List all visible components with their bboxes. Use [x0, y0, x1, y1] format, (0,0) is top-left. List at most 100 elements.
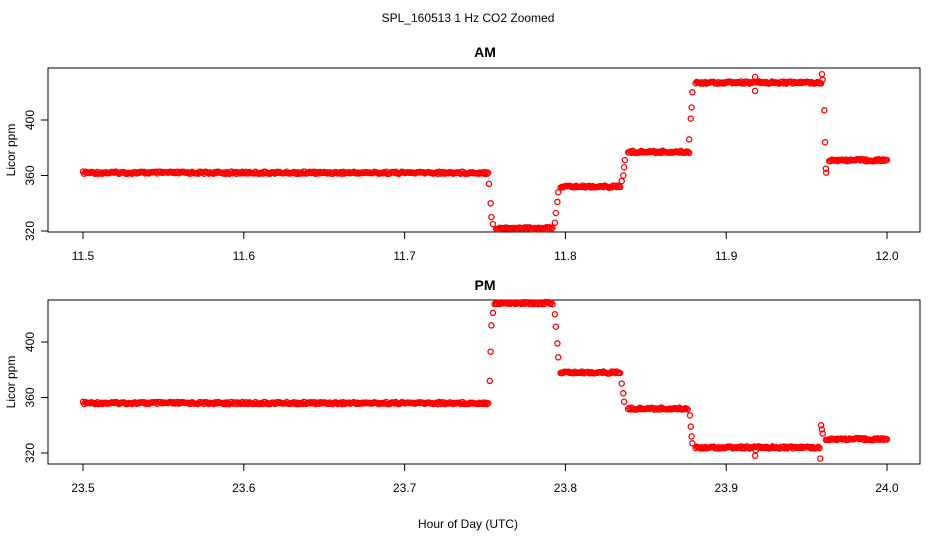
data-point — [484, 169, 492, 177]
x-tick-label: 11.9 — [715, 249, 738, 263]
y-tick-label: 320 — [23, 221, 37, 241]
data-point — [554, 354, 562, 361]
x-axis-pm: 23.5 23.6 23.7 23.8 23.9 24.0 — [71, 464, 899, 495]
data-point — [552, 323, 560, 330]
data-point — [616, 369, 624, 377]
data-point — [546, 224, 554, 231]
data-point — [489, 220, 497, 228]
data-point — [821, 138, 829, 146]
x-tick-label: 12.0 — [875, 249, 899, 263]
panel-am: AM Licor ppm 11.5 11.6 11.7 11.8 11.9 12.0 32… — [4, 44, 921, 263]
data-point — [546, 300, 554, 308]
y-axis-am: 320 360 400 — [23, 110, 48, 241]
data-points-pm — [79, 298, 891, 462]
x-tick-label: 24.0 — [875, 481, 899, 495]
data-point — [817, 422, 825, 429]
panel-title-am: AM — [474, 44, 496, 60]
data-point — [817, 80, 825, 87]
figure-title: SPL_160513 1 Hz CO2 Zoomed — [382, 11, 555, 25]
data-point — [484, 399, 492, 407]
data-point — [684, 148, 692, 156]
plot-box-am — [47, 67, 921, 233]
data-point — [752, 446, 760, 454]
data-point — [822, 165, 830, 172]
y-axis-pm: 320 360 400 — [23, 332, 48, 463]
x-tick-label: 23.8 — [554, 481, 578, 495]
data-point — [620, 398, 628, 405]
data-point — [819, 430, 826, 437]
data-point — [689, 440, 696, 447]
data-point — [817, 455, 824, 462]
data-point — [483, 170, 491, 178]
x-tick-label: 11.8 — [554, 249, 577, 263]
data-point — [549, 224, 556, 232]
data-point — [618, 177, 625, 185]
data-point — [751, 73, 759, 81]
data-point — [822, 169, 830, 176]
data-point — [816, 444, 823, 452]
data-point — [818, 426, 826, 433]
data-point — [689, 89, 696, 96]
y-tick-label: 320 — [23, 443, 37, 463]
x-tick-label: 11.6 — [233, 249, 256, 263]
data-point — [883, 436, 891, 443]
data-point — [616, 183, 624, 191]
data-point — [751, 452, 759, 460]
data-point — [481, 400, 488, 408]
x-tick-label: 23.9 — [715, 481, 739, 495]
data-point — [613, 183, 620, 191]
plot-frame-pm — [47, 299, 921, 465]
data-point — [549, 300, 556, 308]
data-point — [684, 406, 691, 413]
data-point — [554, 340, 561, 347]
data-point — [554, 198, 561, 206]
x-tick-label: 23.7 — [393, 481, 417, 495]
data-point — [686, 412, 694, 419]
x-axis-am: 11.5 11.6 11.7 11.8 11.9 12.0 — [72, 232, 899, 263]
data-point — [551, 311, 559, 318]
data-point — [685, 149, 693, 157]
y-axis-label-am: Licor ppm — [4, 124, 18, 177]
data-point — [551, 219, 559, 226]
y-axis-label-pm: Licor ppm — [4, 356, 18, 409]
plot-frame-am — [47, 67, 921, 233]
data-point — [685, 136, 693, 143]
data-point — [688, 104, 695, 111]
data-point — [548, 299, 555, 306]
data-point — [486, 377, 494, 385]
data-points-am — [79, 70, 891, 233]
data-point — [815, 443, 822, 451]
data-point — [621, 156, 629, 164]
data-point — [481, 170, 488, 177]
data-point — [487, 200, 494, 207]
data-point — [620, 172, 627, 179]
y-tick-label: 360 — [23, 387, 37, 407]
data-point — [485, 180, 493, 188]
x-tick-label: 23.5 — [71, 481, 95, 495]
data-point — [883, 156, 891, 164]
data-point — [548, 225, 555, 233]
panel-pm: PM Licor ppm 23.5 23.6 23.7 23.8 23.9 24.0 32… — [4, 277, 921, 495]
x-tick-label: 11.7 — [393, 249, 416, 263]
y-tick-label: 400 — [23, 110, 37, 130]
data-point — [487, 348, 494, 355]
data-point — [618, 380, 625, 387]
x-tick-label: 11.5 — [72, 249, 95, 263]
data-point — [488, 213, 495, 221]
panel-title-pm: PM — [475, 277, 496, 293]
y-tick-label: 360 — [23, 165, 37, 185]
x-tick-label: 23.6 — [232, 481, 256, 495]
y-tick-label: 400 — [23, 332, 37, 352]
data-point — [554, 188, 562, 196]
data-point — [620, 163, 628, 171]
data-point — [552, 209, 560, 217]
data-point — [488, 322, 495, 329]
x-axis-label: Hour of Day (UTC) — [418, 517, 518, 531]
data-point — [687, 115, 695, 122]
data-point — [818, 70, 826, 78]
data-point — [688, 433, 695, 440]
data-point — [821, 107, 828, 114]
plot-box-pm — [47, 299, 921, 465]
data-point — [751, 87, 759, 95]
